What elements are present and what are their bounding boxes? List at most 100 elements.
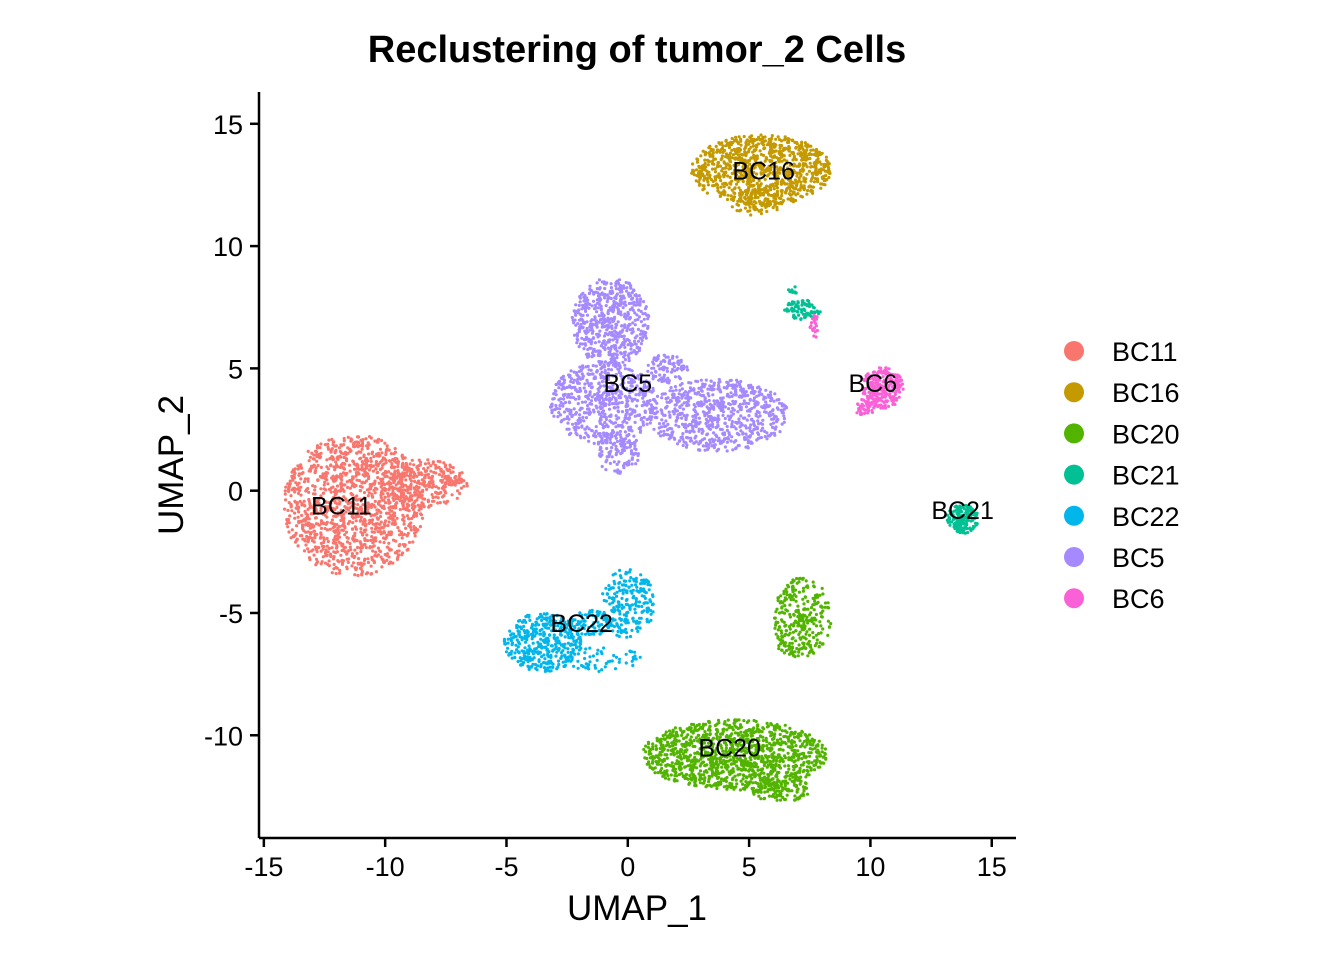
data-point	[397, 473, 401, 477]
data-point	[369, 459, 373, 463]
data-point	[405, 514, 409, 518]
data-point	[307, 499, 311, 503]
data-point	[720, 765, 724, 769]
data-point	[819, 631, 823, 635]
data-point	[727, 726, 731, 730]
data-point	[771, 162, 776, 166]
data-point	[379, 438, 384, 443]
data-point	[382, 498, 386, 502]
data-point	[382, 506, 386, 511]
data-point	[421, 497, 425, 501]
data-point	[349, 437, 353, 441]
data-point	[516, 650, 520, 654]
data-point	[387, 541, 391, 545]
data-point	[297, 472, 301, 476]
data-point	[405, 473, 409, 477]
data-point	[793, 164, 797, 168]
data-point	[443, 465, 447, 469]
data-point	[792, 768, 796, 772]
data-point	[737, 135, 741, 139]
data-point	[741, 179, 745, 184]
data-point	[763, 198, 767, 202]
data-point	[784, 775, 788, 779]
data-point	[707, 774, 711, 778]
data-point	[826, 633, 830, 638]
data-point	[721, 769, 725, 774]
data-point	[753, 192, 757, 196]
data-point	[428, 476, 432, 480]
data-point	[791, 630, 796, 634]
data-point	[747, 147, 751, 151]
data-point	[429, 481, 433, 485]
data-point	[676, 761, 680, 766]
data-point	[719, 157, 723, 162]
data-point	[804, 155, 809, 159]
data-point	[537, 658, 541, 662]
data-point	[698, 174, 702, 178]
data-point	[287, 487, 291, 491]
data-point	[405, 502, 409, 506]
data-point	[324, 470, 328, 475]
data-point	[543, 645, 547, 650]
data-point	[737, 147, 742, 151]
data-point	[376, 517, 380, 521]
data-point	[563, 646, 567, 650]
data-point	[759, 165, 763, 169]
data-point	[385, 444, 389, 448]
data-point	[769, 159, 773, 163]
data-point	[732, 721, 736, 726]
data-point	[794, 184, 799, 188]
data-point	[693, 779, 698, 783]
data-point	[337, 502, 341, 506]
data-point	[785, 730, 789, 735]
data-point	[313, 545, 317, 549]
data-point	[403, 483, 408, 487]
data-point	[307, 550, 311, 554]
data-point	[806, 621, 810, 625]
data-point	[337, 571, 342, 575]
data-point	[968, 527, 972, 531]
data-point	[344, 453, 348, 457]
data-point	[642, 747, 646, 752]
data-point	[703, 776, 707, 780]
data-point	[370, 557, 374, 562]
data-point	[346, 560, 350, 565]
data-point	[651, 745, 655, 749]
data-point	[409, 528, 413, 532]
data-point	[803, 595, 808, 599]
data-point	[321, 491, 326, 495]
data-point	[579, 639, 583, 644]
data-point	[347, 463, 352, 467]
data-point	[801, 169, 805, 173]
data-point	[346, 485, 350, 490]
data-point	[377, 481, 381, 485]
data-point	[343, 525, 347, 529]
data-point	[289, 536, 293, 540]
data-point	[791, 588, 795, 592]
data-point	[503, 642, 507, 646]
data-point	[566, 647, 570, 651]
data-point	[793, 794, 797, 798]
data-point	[524, 620, 528, 625]
data-point	[333, 468, 337, 472]
data-point	[522, 660, 526, 665]
data-point	[732, 195, 737, 199]
data-point	[395, 475, 399, 479]
data-point	[756, 781, 760, 786]
data-point	[795, 771, 799, 775]
data-point	[706, 728, 711, 732]
data-point	[793, 655, 797, 659]
data-point	[697, 171, 701, 175]
data-point	[391, 518, 395, 522]
data-point	[303, 518, 307, 523]
data-point	[440, 486, 444, 490]
data-point	[513, 651, 517, 655]
data-point	[441, 478, 445, 482]
data-point	[725, 183, 729, 187]
data-point	[765, 765, 769, 769]
data-point	[829, 622, 833, 626]
data-point	[786, 770, 790, 774]
data-point	[341, 452, 345, 456]
data-point	[734, 151, 738, 156]
data-point	[797, 778, 801, 782]
